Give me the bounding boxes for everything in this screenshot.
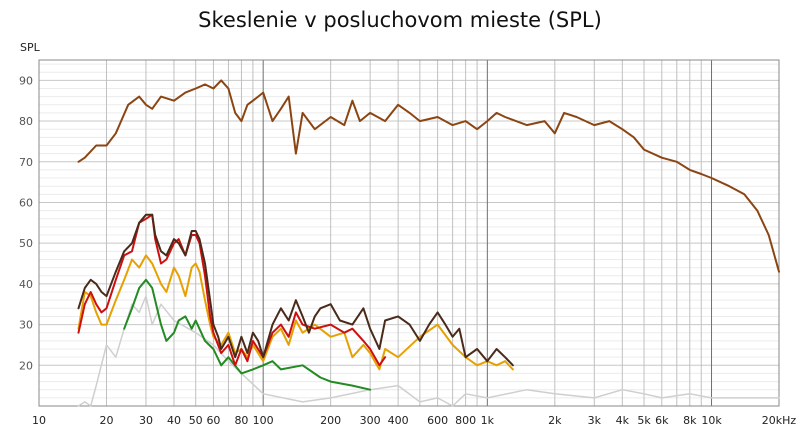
x-tick-label: 400 (388, 414, 409, 427)
y-tick-label: 30 (19, 319, 33, 332)
y-tick-label: 40 (19, 278, 33, 291)
y-tick-label: 70 (19, 156, 33, 169)
y-tick-label: 20 (19, 359, 33, 372)
x-tick-label: 300 (360, 414, 381, 427)
x-tick-label: 8k (683, 414, 697, 427)
x-tick-label: 50 (189, 414, 203, 427)
x-tick-label: 20kHz (762, 414, 797, 427)
series-line-red (77, 213, 387, 367)
x-tick-label: 60 (206, 414, 220, 427)
plot-border (38, 59, 780, 407)
series-line-sub (77, 213, 514, 367)
x-tick-label: 2k (548, 414, 562, 427)
y-axis-label: SPL (20, 41, 41, 54)
x-tick-label: 4k (616, 414, 630, 427)
x-tick-label: 1k (481, 414, 495, 427)
x-tick-label: 30 (139, 414, 153, 427)
x-tick-label: 10k (701, 414, 722, 427)
x-tick-label: 600 (427, 414, 448, 427)
chart-title: Skeslenie v posluchovom mieste (SPL) (198, 8, 602, 32)
x-tick-label: 40 (167, 414, 181, 427)
series-line-total (77, 79, 780, 273)
x-tick-label: 3k (588, 414, 602, 427)
x-tick-label: 5k (637, 414, 651, 427)
grid (38, 59, 780, 407)
series-line-gray (77, 295, 780, 407)
x-tick-label: 10 (32, 414, 46, 427)
y-ticks: 20 30 40 50 60 70 80 90 (19, 74, 33, 372)
series-layer (77, 79, 780, 407)
x-tick-label: 80 (234, 414, 248, 427)
x-tick-label: 6k (655, 414, 669, 427)
y-tick-label: 60 (19, 196, 33, 209)
y-tick-label: 50 (19, 237, 33, 250)
x-ticks: 10 20 30 40 50 60 80 100 200 300 400 600 800 1k 2k 3k 4k… (32, 414, 796, 427)
y-tick-label: 80 (19, 115, 33, 128)
x-tick-label: 200 (320, 414, 341, 427)
series-line-green (123, 278, 372, 391)
x-tick-label: 20 (99, 414, 113, 427)
y-tick-label: 90 (19, 74, 33, 87)
x-tick-label: 800 (455, 414, 476, 427)
x-tick-label: 100 (253, 414, 274, 427)
